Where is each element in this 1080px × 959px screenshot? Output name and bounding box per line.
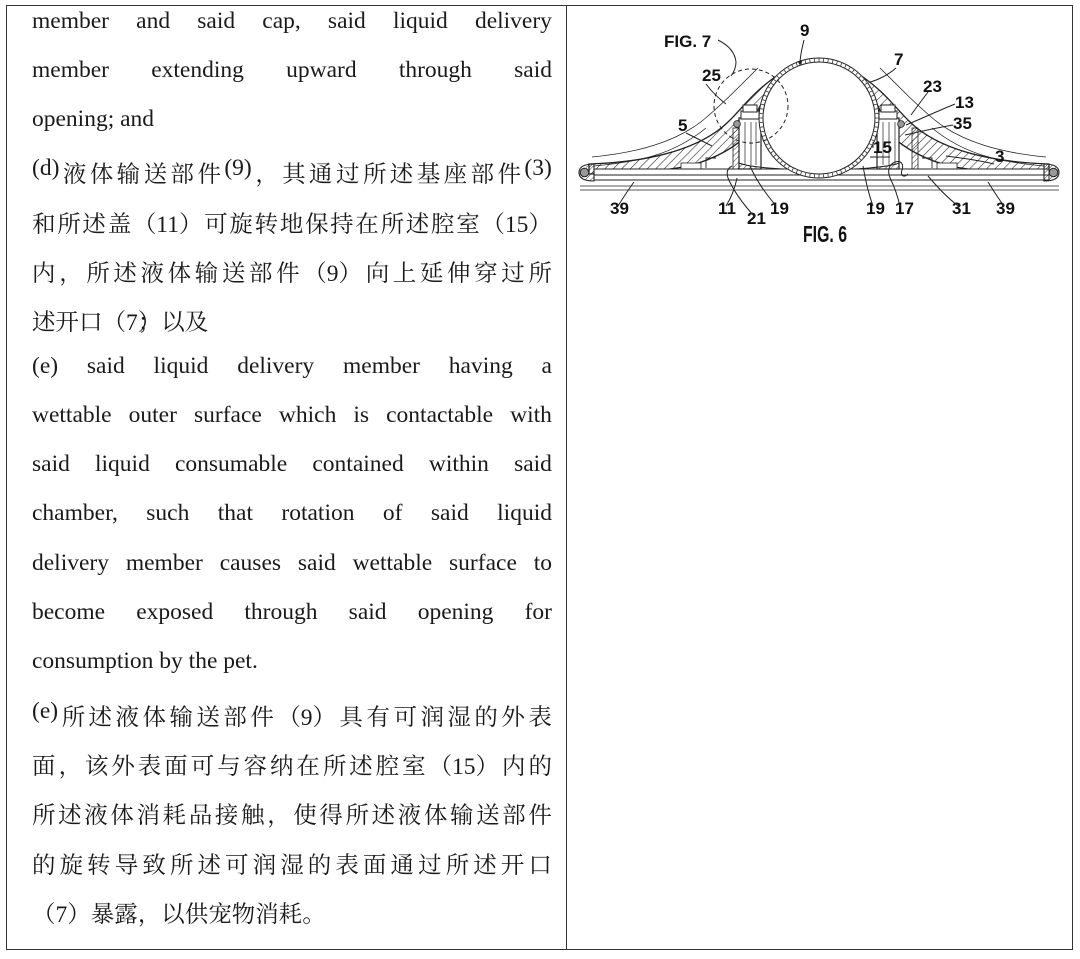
svg-text:39: 39 — [610, 199, 629, 218]
svg-text:9: 9 — [800, 21, 809, 40]
svg-text:15: 15 — [873, 138, 892, 157]
svg-text:7: 7 — [894, 50, 903, 69]
svg-text:31: 31 — [952, 199, 971, 218]
svg-text:35: 35 — [953, 114, 972, 133]
svg-text:39: 39 — [996, 199, 1015, 218]
svg-text:17: 17 — [895, 199, 914, 218]
svg-text:FIG. 7: FIG. 7 — [664, 32, 711, 51]
svg-text:FIG. 6: FIG. 6 — [803, 221, 847, 247]
svg-text:23: 23 — [923, 77, 942, 96]
svg-text:11: 11 — [718, 199, 736, 218]
svg-text:13: 13 — [955, 93, 974, 112]
svg-text:3: 3 — [995, 147, 1004, 166]
svg-text:19: 19 — [866, 199, 885, 218]
svg-text:5: 5 — [678, 116, 687, 135]
svg-text:25: 25 — [702, 66, 721, 85]
